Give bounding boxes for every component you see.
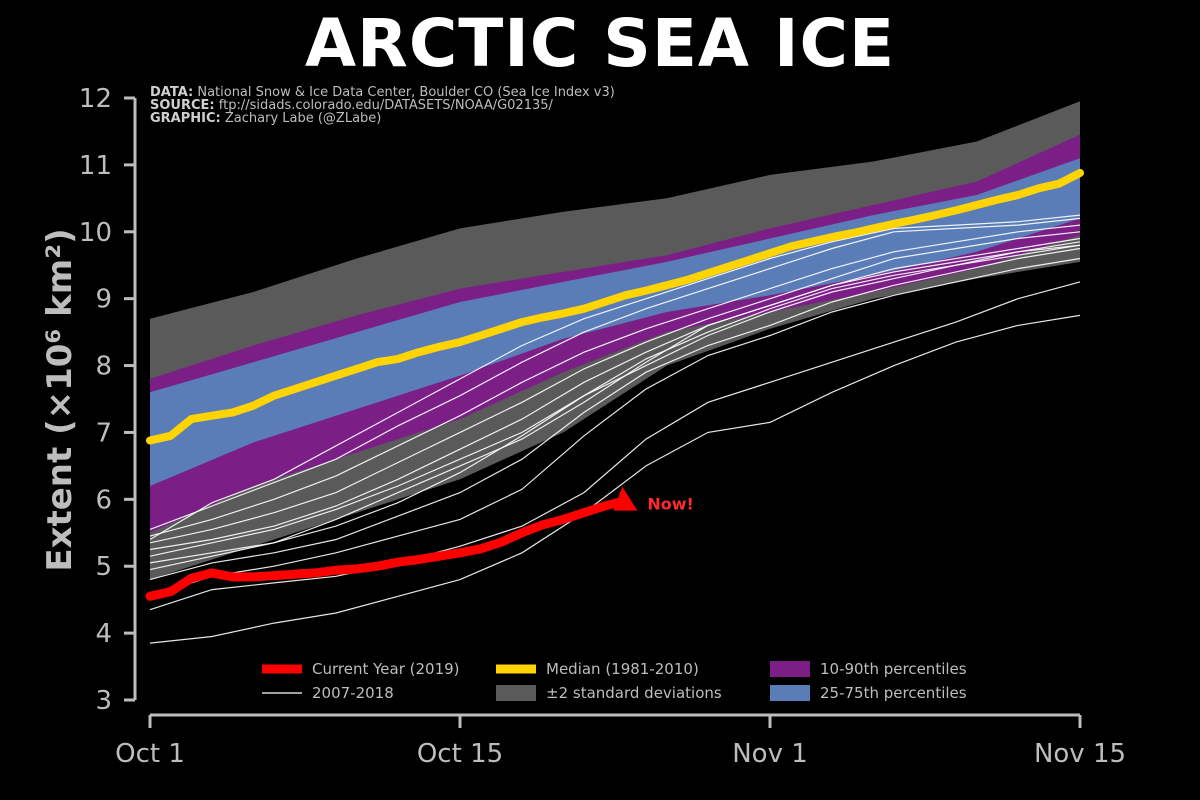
y-tick-label: 5 <box>95 552 112 582</box>
legend-swatch-3 <box>496 685 536 701</box>
y-tick-label: 7 <box>95 418 112 448</box>
years-layer <box>149 214 1081 644</box>
year-line-8 <box>149 231 1081 544</box>
x-tick-label: Nov 15 <box>1034 739 1126 769</box>
year-line-5 <box>149 244 1081 564</box>
x-tick-label: Oct 1 <box>115 739 185 769</box>
credits-block: DATA: National Snow & Ice Data Center, B… <box>150 86 615 125</box>
credit-graphic: GRAPHIC: Zachary Labe (@ZLabe) <box>150 111 382 126</box>
credit-source: SOURCE: ftp://sidads.colorado.edu/DATASE… <box>150 98 553 113</box>
y-tick-label: 6 <box>95 485 112 515</box>
median-layer <box>146 168 1084 445</box>
y-tick-label: 3 <box>95 686 112 716</box>
median-line <box>146 168 1084 445</box>
x-tick-label: Oct 15 <box>417 739 503 769</box>
legend-label-1: 2007-2018 <box>312 684 394 702</box>
legend-label-2: Median (1981-2010) <box>546 660 699 678</box>
y-tick-label: 11 <box>79 151 112 181</box>
legend: Current Year (2019) 2007-2018 Median (1981… <box>262 660 967 702</box>
year-line-10 <box>149 217 1081 530</box>
x-tick-label: Nov 1 <box>732 739 808 769</box>
year-line-1 <box>149 281 1081 611</box>
year-line-0 <box>149 314 1081 644</box>
y-tick-label: 9 <box>95 285 112 315</box>
legend-swatch-4 <box>770 661 810 677</box>
band-2 <box>150 158 1080 486</box>
current-layer <box>145 486 638 601</box>
current-year-line <box>145 496 630 601</box>
legend-label-5: 25-75th percentiles <box>820 684 967 702</box>
year-line-6 <box>149 244 1081 557</box>
year-line-9 <box>149 224 1081 537</box>
y-tick-label: 10 <box>79 218 112 248</box>
year-line-11 <box>149 214 1081 541</box>
year-line-3 <box>149 247 1081 581</box>
legend-swatch-5 <box>770 685 810 701</box>
y-tick-label: 12 <box>79 84 112 114</box>
y-tick-label: 4 <box>95 619 112 649</box>
now-marker <box>613 486 638 511</box>
year-line-4 <box>149 241 1081 571</box>
axes-layer: 3 4 5 6 7 8 9 10 11 12 Oct 1 Oct 15 Nov 1 Nov 15 <box>79 84 1126 769</box>
legend-label-3: ±2 standard deviations <box>546 684 722 702</box>
legend-label-4: 10-90th percentiles <box>820 660 967 678</box>
legend-label-0: Current Year (2019) <box>312 660 460 678</box>
year-line-7 <box>149 237 1081 551</box>
y-tick-label: 8 <box>95 352 112 382</box>
chart-title: ARCTIC SEA ICE <box>304 5 896 82</box>
credit-data: DATA: National Snow & Ice Data Center, B… <box>150 85 615 100</box>
year-line-2 <box>149 257 1081 597</box>
now-annotation: Now! <box>647 495 693 514</box>
